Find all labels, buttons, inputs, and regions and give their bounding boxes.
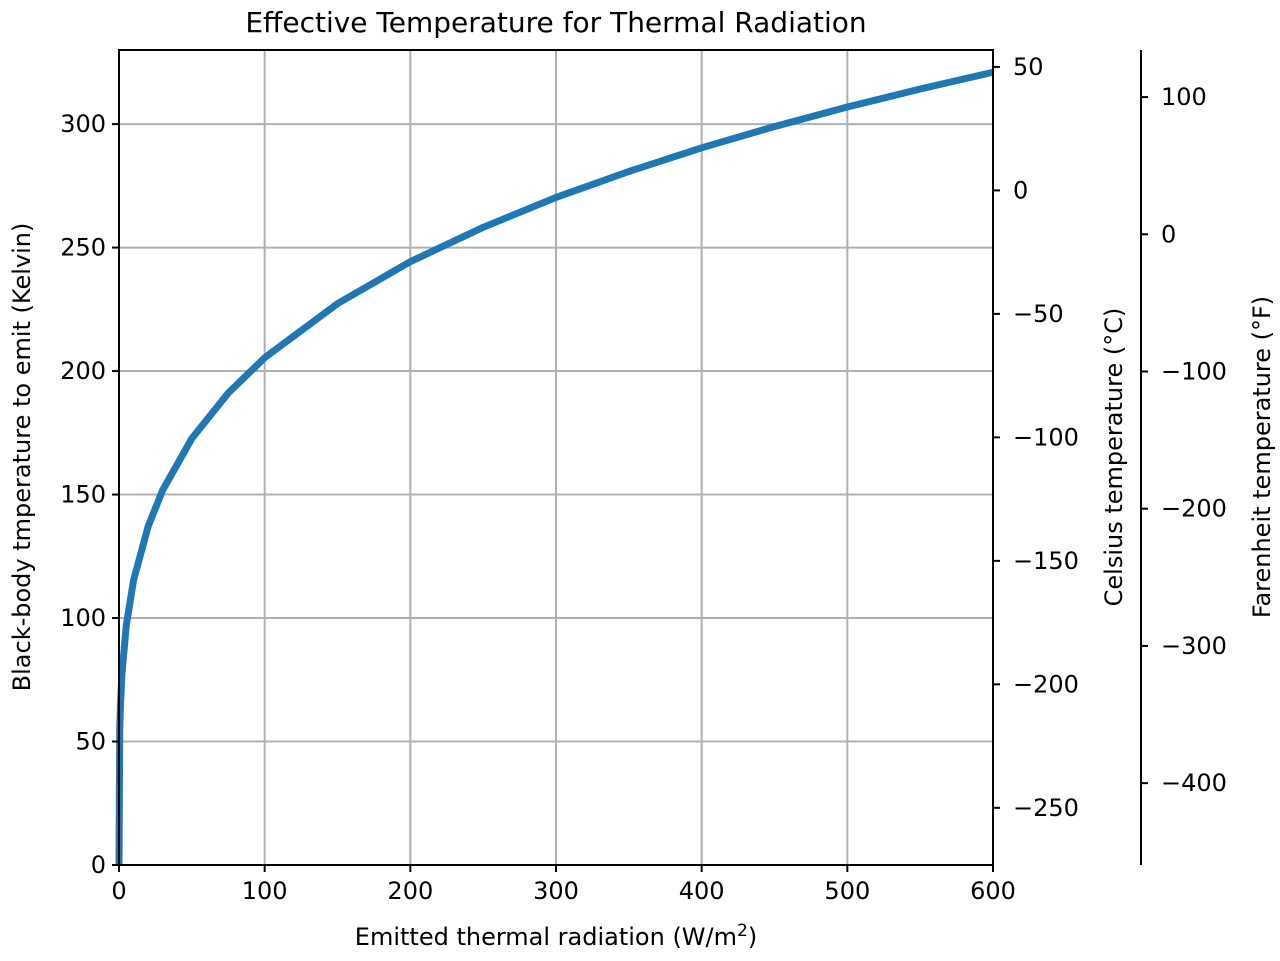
- y-axis-ticks: 0 50 100 150 200 250 300: [60, 110, 119, 879]
- y-axis-label: Black-body tmperature to emit (Kelvin): [8, 223, 36, 692]
- fahrenheit-axis-label: Farenheit temperature (°F): [1248, 296, 1276, 618]
- x-axis-ticks: 0 100 200 300 400 500 600: [111, 865, 1016, 905]
- celsius-tick-label: −250: [1013, 794, 1079, 822]
- x-axis-label-superscript: 2: [737, 921, 748, 941]
- x-tick-label: 600: [970, 877, 1016, 905]
- fahrenheit-tick-label: −300: [1161, 632, 1227, 660]
- y-tick-label: 150: [60, 481, 106, 509]
- celsius-axis-ticks: −250 −200 −150 −100 −50 0 50: [993, 53, 1079, 822]
- series-layer: [115, 68, 994, 866]
- grid: [118, 50, 994, 866]
- y-tick-label: 50: [75, 728, 106, 756]
- y-tick-label: 100: [60, 604, 106, 632]
- chart-title: Effective Temperature for Thermal Radiat…: [245, 6, 866, 39]
- fahrenheit-tick-label: −200: [1161, 495, 1227, 523]
- y-tick-label: 300: [60, 110, 106, 138]
- celsius-tick-label: 0: [1013, 176, 1028, 204]
- celsius-tick-label: −50: [1013, 300, 1064, 328]
- x-tick-label: 0: [111, 877, 126, 905]
- temperature-curve: [115, 68, 994, 866]
- fahrenheit-tick-label: −400: [1161, 769, 1227, 797]
- x-tick-label: 200: [387, 877, 433, 905]
- celsius-tick-label: −100: [1013, 423, 1079, 451]
- fahrenheit-axis-ticks: −400 −300 −200 −100 0 100: [1141, 83, 1227, 797]
- y-tick-label: 0: [91, 851, 106, 879]
- x-axis-label: Emitted thermal radiation (W/m2): [355, 921, 757, 951]
- x-tick-label: 500: [824, 877, 870, 905]
- celsius-tick-label: −150: [1013, 547, 1079, 575]
- y-tick-label: 250: [60, 234, 106, 262]
- fahrenheit-tick-label: 100: [1161, 83, 1207, 111]
- fahrenheit-tick-label: 0: [1161, 220, 1176, 248]
- x-tick-label: 300: [533, 877, 579, 905]
- celsius-axis-label: Celsius temperature (°C): [1100, 308, 1128, 607]
- y-tick-label: 200: [60, 357, 106, 385]
- x-axis-label-suffix: ): [748, 923, 757, 951]
- fahrenheit-tick-label: −100: [1161, 358, 1227, 386]
- x-tick-label: 400: [679, 877, 725, 905]
- celsius-tick-label: −200: [1013, 670, 1079, 698]
- celsius-tick-label: 50: [1013, 53, 1044, 81]
- x-tick-label: 100: [242, 877, 288, 905]
